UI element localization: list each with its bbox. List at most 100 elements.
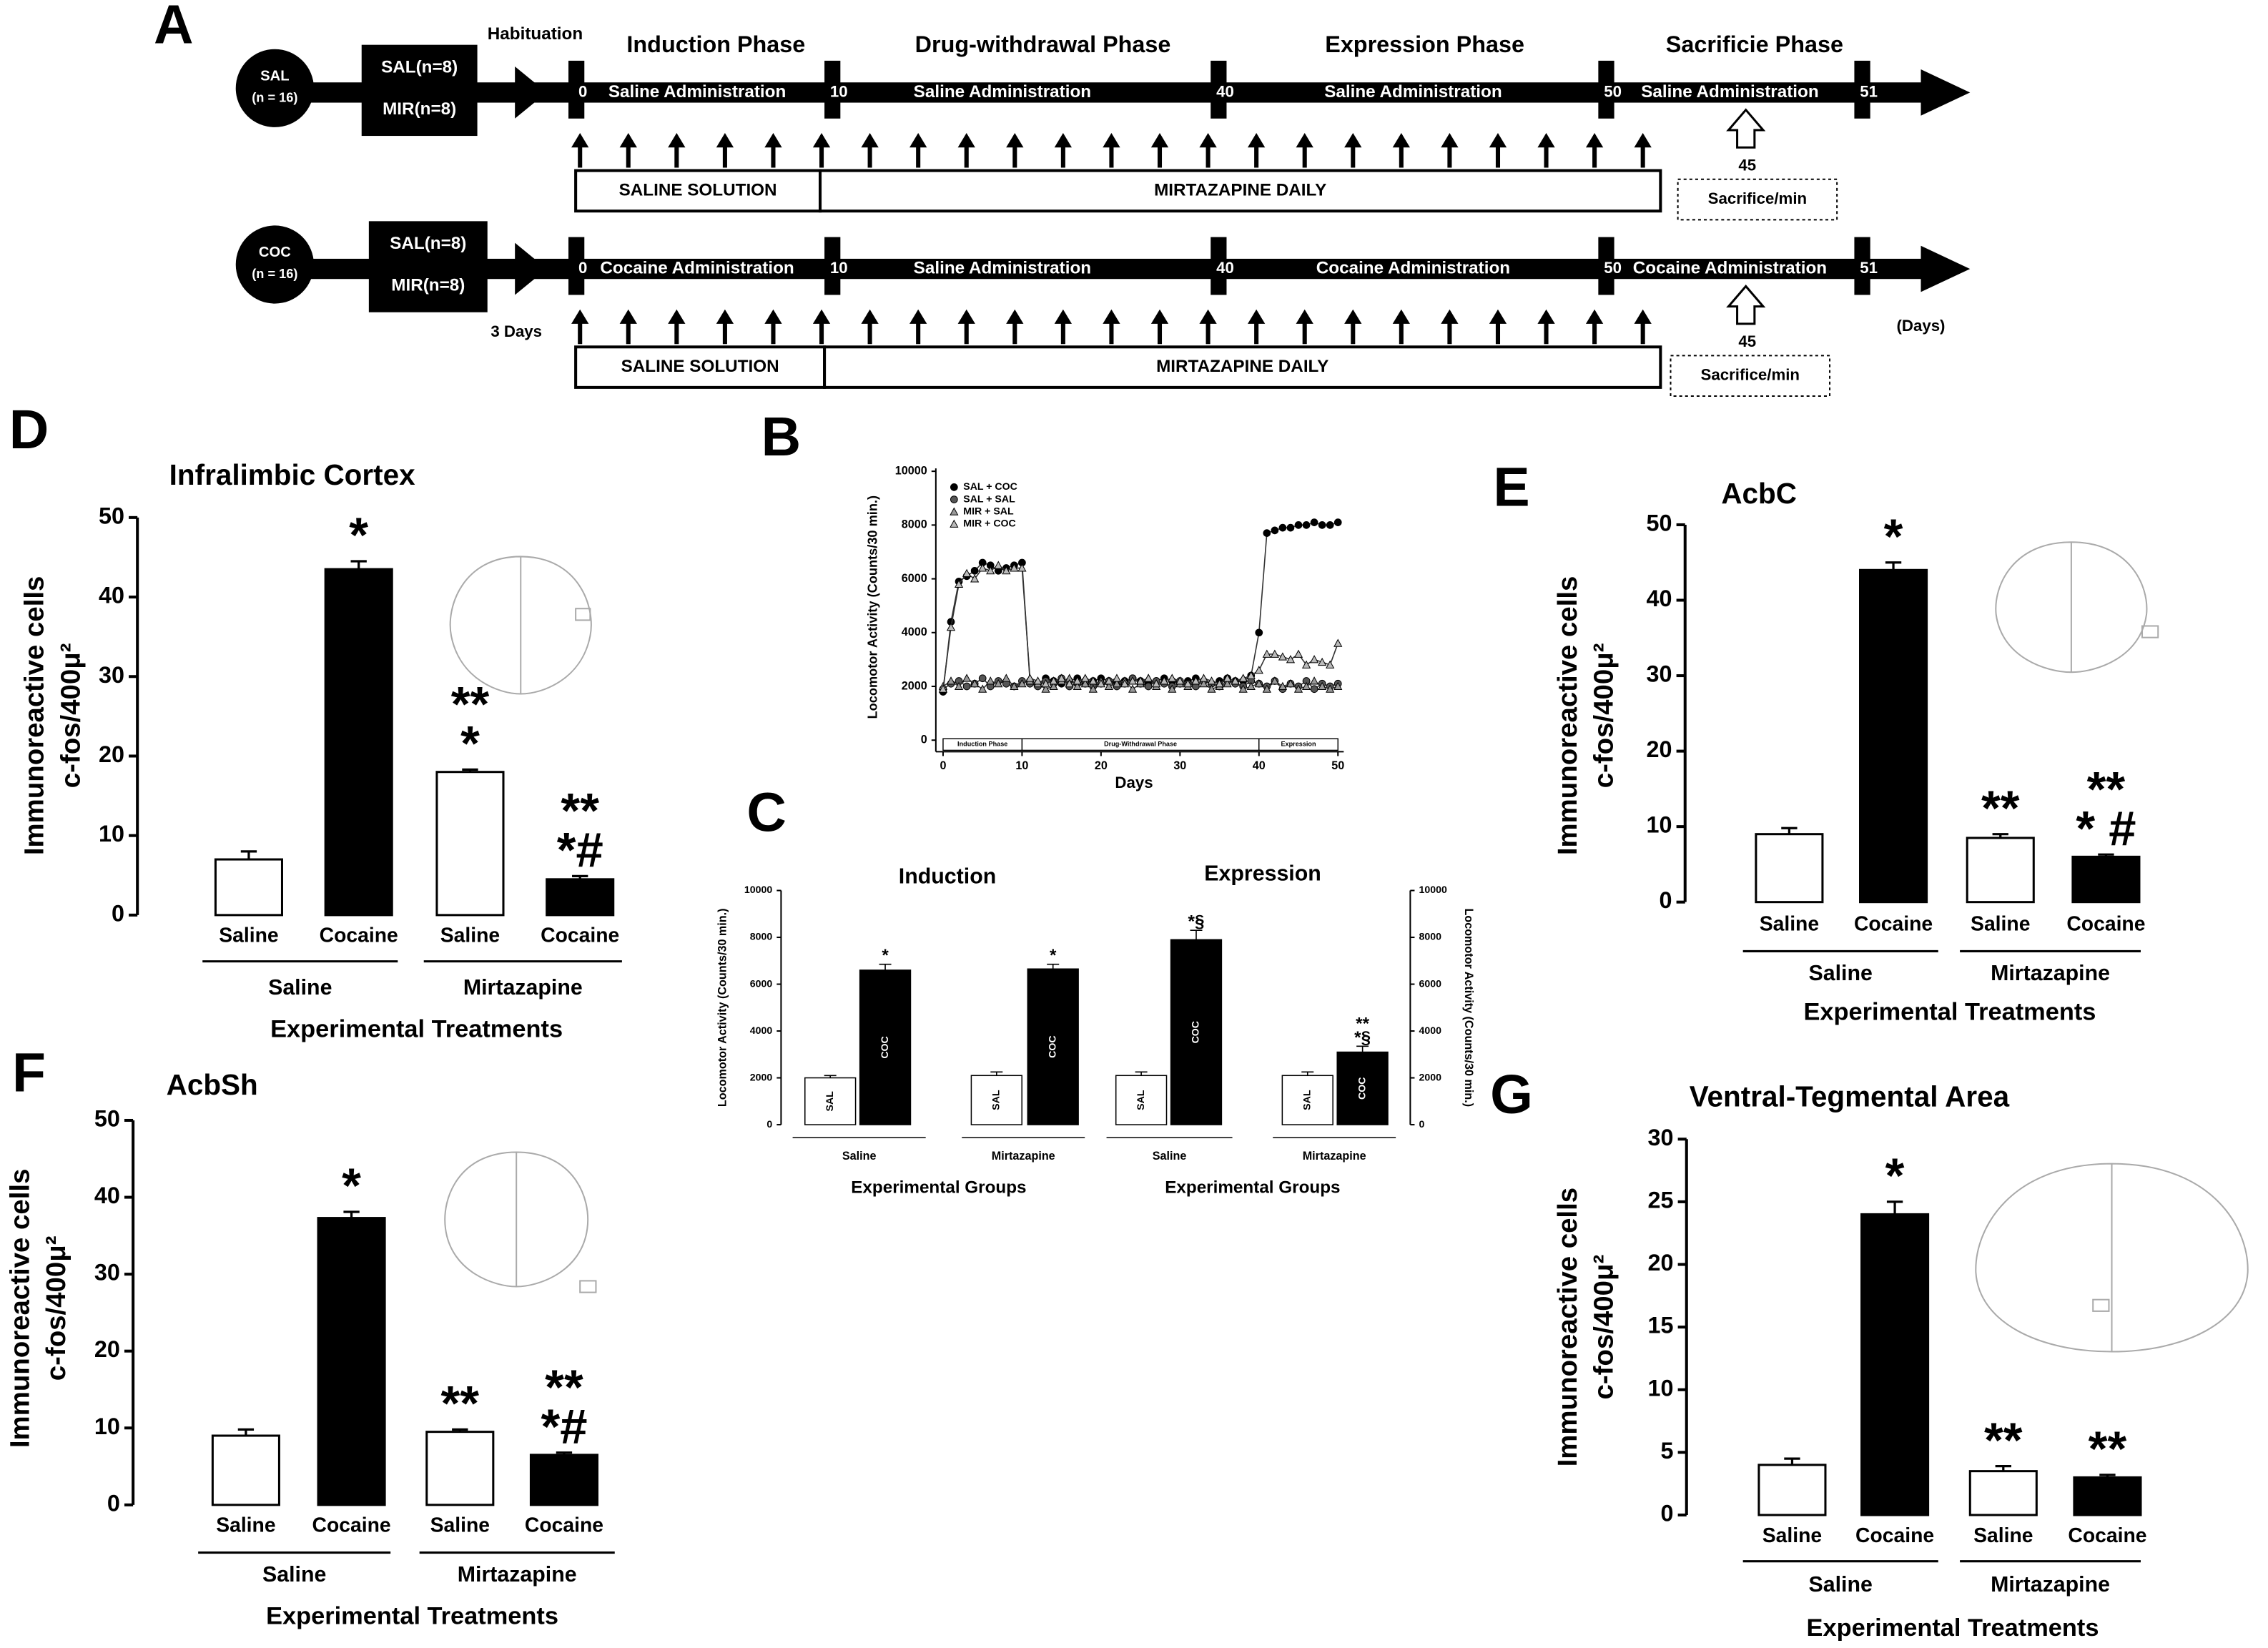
panel-label: F bbox=[12, 1042, 46, 1104]
y-tick-label: 30 bbox=[94, 1260, 120, 1286]
y-tick-label: 10000 bbox=[744, 884, 772, 895]
day-tick bbox=[568, 237, 585, 295]
phase-title: Expression Phase bbox=[1325, 31, 1524, 57]
treatment-box bbox=[823, 345, 1662, 389]
x-axis-title: Experimental Treatments bbox=[270, 1016, 563, 1043]
axis-unit: (Days) bbox=[1896, 317, 1945, 335]
day-tick bbox=[1854, 237, 1870, 295]
dose-arrowhead bbox=[1103, 309, 1120, 324]
group-label: Mirtazapine bbox=[1991, 1573, 2110, 1597]
administration-label: Saline Administration bbox=[914, 258, 1091, 277]
y-axis-title: Immunoreactive cells bbox=[1552, 1188, 1583, 1467]
timeline-arrowhead bbox=[1921, 245, 1971, 292]
x-tick-label: Cocaine bbox=[320, 924, 398, 947]
treatment-box bbox=[574, 345, 827, 389]
y-tick-label: 4000 bbox=[1419, 1025, 1442, 1036]
dose-arrowhead bbox=[1150, 309, 1169, 324]
bar bbox=[1170, 939, 1223, 1125]
timeline-arrowhead bbox=[1921, 69, 1971, 116]
subgroup-box bbox=[361, 44, 478, 137]
point bbox=[1041, 679, 1050, 688]
dose-arrowhead bbox=[1248, 309, 1266, 324]
significance-mark: * bbox=[1885, 1148, 1905, 1203]
point bbox=[962, 673, 972, 682]
y-tick-label: 50 bbox=[94, 1106, 120, 1132]
x-tick-label: Saline bbox=[1762, 1524, 1822, 1546]
bar bbox=[425, 1431, 495, 1506]
y-axis-title: c-fos/400μ² bbox=[55, 643, 86, 788]
subgroup-label: MIR(n=8) bbox=[383, 99, 456, 119]
bar-label: SAL bbox=[824, 1091, 835, 1112]
dose-arrowhead bbox=[1634, 309, 1652, 324]
point bbox=[1096, 679, 1105, 688]
x-tick-label: Cocaine bbox=[1854, 912, 1933, 935]
y-axis-title: Locomotor Activity (Counts/30 min.) bbox=[866, 495, 880, 719]
x-axis-title: Experimental Treatments bbox=[266, 1603, 558, 1630]
point bbox=[1254, 679, 1263, 688]
panel-label: A bbox=[154, 0, 194, 56]
x-tick-label: 0 bbox=[940, 759, 946, 772]
day-label: 51 bbox=[1860, 82, 1878, 100]
dose-arrowhead bbox=[1634, 133, 1652, 148]
legend-label: MIR + COC bbox=[963, 518, 1015, 529]
dose-arrowhead bbox=[1489, 133, 1507, 148]
habituation-label: Habituation bbox=[488, 24, 583, 44]
point bbox=[1246, 681, 1256, 690]
y-tick-label: 25 bbox=[1648, 1187, 1674, 1213]
x-tick-label: 30 bbox=[1173, 759, 1186, 772]
x-tick-label: Saline bbox=[1973, 1524, 2033, 1546]
administration-label: Saline Administration bbox=[914, 82, 1091, 102]
dose-arrowhead bbox=[1489, 309, 1507, 324]
significance-mark: * bbox=[882, 946, 889, 965]
chart-title: Induction bbox=[899, 864, 996, 888]
point bbox=[954, 681, 964, 690]
point bbox=[1278, 652, 1288, 661]
point bbox=[1278, 681, 1288, 690]
sacrifice-arrow bbox=[1726, 108, 1766, 149]
group-size: (n = 16) bbox=[252, 90, 297, 104]
chart-title: Infralimbic Cortex bbox=[169, 458, 415, 491]
x-tick-label: 20 bbox=[1095, 759, 1108, 772]
point bbox=[946, 676, 956, 685]
y-tick-label: 10000 bbox=[1419, 884, 1447, 895]
legend-marker bbox=[950, 483, 958, 491]
y-tick-label: 10 bbox=[1647, 812, 1672, 838]
group-label: Mirtazapine bbox=[1303, 1150, 1366, 1163]
day-label: 0 bbox=[578, 259, 587, 277]
dose-arrowhead bbox=[1150, 133, 1169, 148]
administration-label: Cocaine Administration bbox=[1633, 258, 1827, 277]
point bbox=[1326, 684, 1335, 693]
point bbox=[1238, 684, 1248, 693]
panel-label: B bbox=[761, 406, 802, 468]
significance-mark: ** bbox=[451, 677, 490, 732]
panel-label: C bbox=[746, 782, 787, 844]
subgroup-label: SAL(n=8) bbox=[390, 234, 466, 253]
group-label: Saline bbox=[1809, 962, 1873, 985]
bar bbox=[317, 1217, 386, 1506]
series-line bbox=[942, 521, 1338, 692]
legend-marker bbox=[950, 495, 958, 503]
bar-label: COC bbox=[879, 1036, 890, 1058]
point bbox=[1286, 655, 1296, 663]
day-label: 0 bbox=[578, 82, 587, 100]
point bbox=[1223, 673, 1232, 682]
x-tick-label: Saline bbox=[1971, 912, 2030, 935]
bar bbox=[1281, 1075, 1333, 1125]
point bbox=[1049, 681, 1058, 690]
point bbox=[970, 679, 980, 688]
point bbox=[938, 684, 948, 693]
bar bbox=[1027, 968, 1079, 1125]
phase-title: Induction Phase bbox=[626, 31, 805, 57]
point bbox=[1073, 681, 1082, 690]
dose-arrowhead bbox=[1054, 309, 1073, 324]
panel-label: D bbox=[9, 399, 49, 460]
significance-mark: ** bbox=[1981, 781, 2020, 836]
y-tick-label: 2000 bbox=[1419, 1071, 1442, 1082]
bar bbox=[1336, 1051, 1389, 1125]
point bbox=[1057, 673, 1066, 682]
point bbox=[1025, 673, 1035, 682]
bar bbox=[2073, 1476, 2142, 1516]
point bbox=[1333, 681, 1343, 690]
point bbox=[1010, 681, 1019, 690]
